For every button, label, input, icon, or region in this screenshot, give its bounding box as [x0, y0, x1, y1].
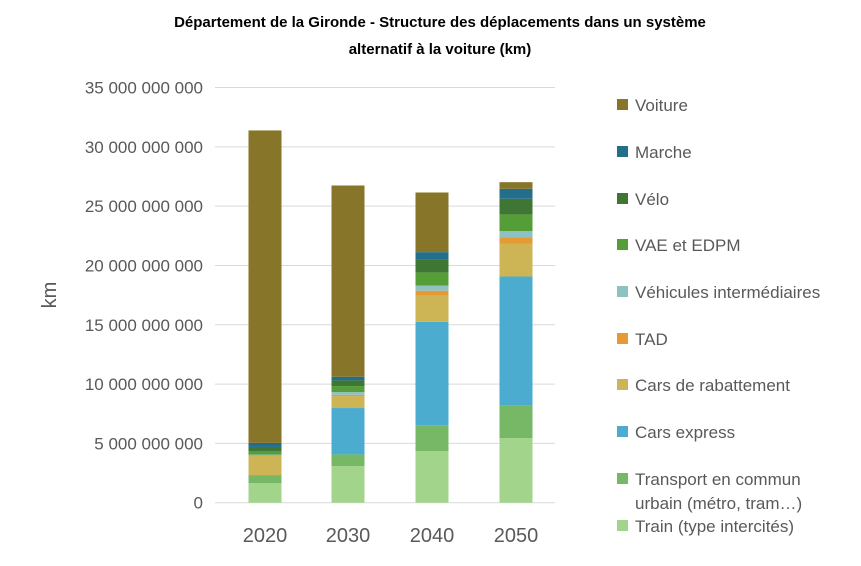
legend-label: Vélo	[635, 190, 669, 209]
bar-segment	[415, 272, 449, 286]
bar-segment	[331, 185, 365, 377]
bar-segment	[331, 392, 365, 395]
legend-label: Cars express	[635, 423, 735, 442]
bar-segment	[331, 454, 365, 467]
legend-label: Transport en commun	[635, 470, 801, 489]
bar-segment	[331, 396, 365, 409]
bar-segment	[499, 405, 533, 439]
y-tick-label: 25 000 000 000	[85, 197, 203, 216]
bar-segment	[499, 198, 533, 215]
legend-label: urbain (métro, tram…)	[635, 494, 802, 513]
bar-segment	[499, 243, 533, 277]
legend-marker	[617, 239, 628, 250]
legend-marker	[617, 426, 628, 437]
bar-segment	[248, 455, 282, 476]
bar-segment	[415, 451, 449, 503]
bar-segment	[499, 182, 533, 189]
legend-marker	[617, 379, 628, 390]
legend-label: Voiture	[635, 96, 688, 115]
bar-segment	[248, 446, 282, 451]
bar-segment	[415, 295, 449, 322]
bar-segment	[331, 376, 365, 381]
bar-segment	[248, 483, 282, 503]
bar-segment	[248, 454, 282, 456]
bar-segment	[248, 475, 282, 484]
bar-segment	[331, 394, 365, 397]
bar-segment	[499, 188, 533, 199]
legend-marker	[617, 99, 628, 110]
bar-segment	[331, 408, 365, 455]
bar-segment	[415, 259, 449, 273]
bar-segment	[248, 130, 282, 443]
bar-segment	[415, 290, 449, 296]
bar-segment	[415, 285, 449, 291]
legend-marker	[617, 520, 628, 531]
bar-segment	[415, 321, 449, 426]
x-tick-label: 2030	[326, 525, 371, 547]
bar-segment	[415, 192, 449, 253]
legend-label: VAE et EDPM	[635, 236, 741, 255]
bar-segment	[248, 450, 282, 455]
bar-segment	[499, 276, 533, 406]
y-tick-label: 15 000 000 000	[85, 316, 203, 335]
legend-marker	[617, 193, 628, 204]
bar-segment	[499, 214, 533, 232]
legend-label: TAD	[635, 330, 668, 349]
bar-segment	[331, 466, 365, 503]
legend-label: Véhicules intermédiaires	[635, 283, 820, 302]
legend-label: Train (type intercités)	[635, 517, 794, 536]
bar-segment	[499, 237, 533, 244]
x-tick-label: 2020	[243, 525, 288, 547]
legend-label: Cars de rabattement	[635, 376, 790, 395]
x-tick-label: 2050	[494, 525, 539, 547]
bar-segment	[499, 231, 533, 238]
legend-marker	[617, 473, 628, 484]
y-axis-label: km	[39, 282, 61, 309]
bar-segment	[415, 425, 449, 452]
bar-segment	[331, 386, 365, 393]
bar-segment	[331, 380, 365, 387]
legend-marker	[617, 146, 628, 157]
bar-segment	[415, 252, 449, 260]
x-tick-label: 2040	[410, 525, 455, 547]
legend-label: Marche	[635, 143, 692, 162]
y-tick-label: 35 000 000 000	[85, 79, 203, 98]
chart-title-line-2: alternatif à la voiture (km)	[349, 41, 532, 58]
y-tick-label: 5 000 000 000	[94, 434, 203, 453]
y-tick-label: 30 000 000 000	[85, 138, 203, 157]
chart-title-line-1: Département de la Gironde - Structure de…	[174, 14, 706, 31]
bar-segment	[248, 442, 282, 447]
y-tick-label: 10 000 000 000	[85, 375, 203, 394]
bar-segment	[499, 438, 533, 503]
y-tick-label: 20 000 000 000	[85, 256, 203, 275]
legend-marker	[617, 333, 628, 344]
y-tick-label: 0	[194, 494, 203, 513]
legend-marker	[617, 286, 628, 297]
